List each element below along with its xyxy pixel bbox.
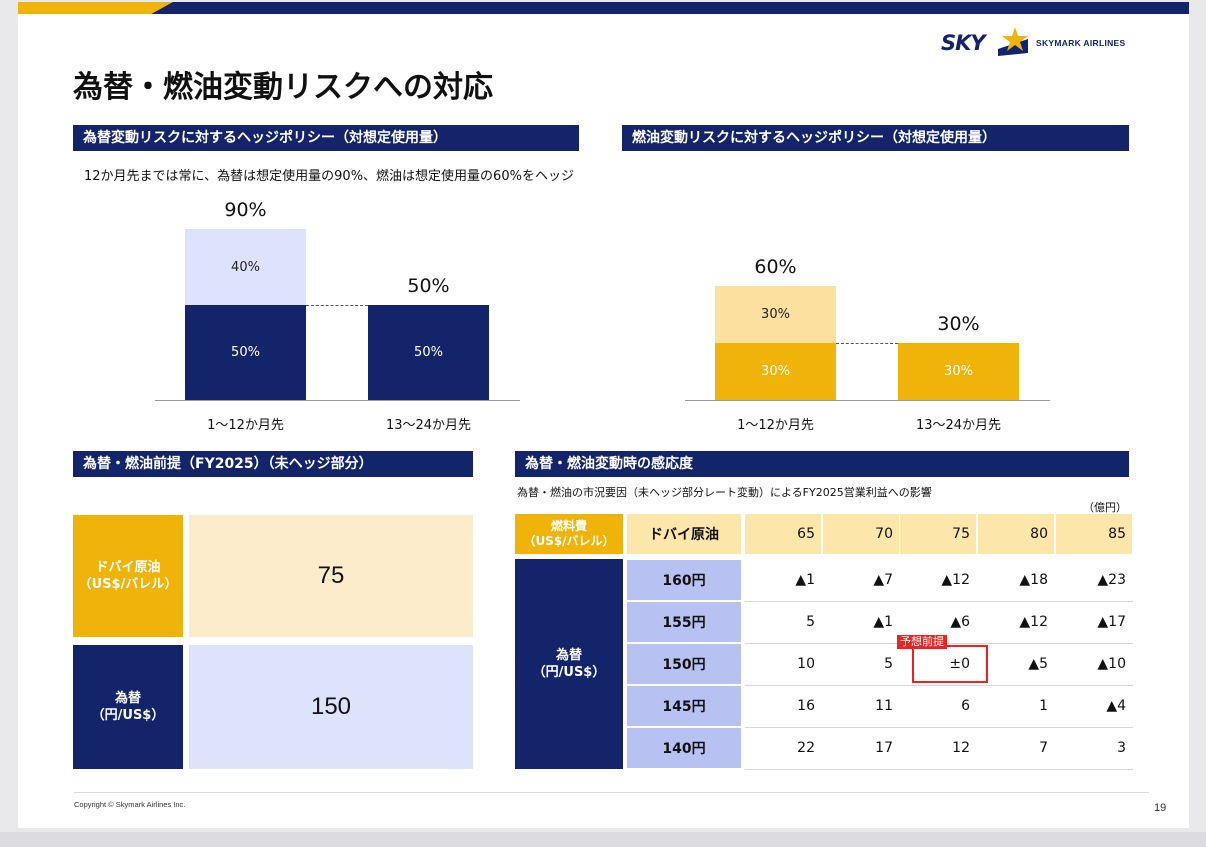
sensitivity-cell: ▲7 — [873, 572, 893, 588]
bar-total-label: 30% — [937, 313, 980, 335]
sensitivity-cell: ▲1 — [873, 614, 893, 630]
bar-segment: 40% — [185, 229, 306, 305]
bar-total-label: 60% — [754, 256, 797, 278]
sensitivity-cell: ▲23 — [1097, 572, 1126, 588]
sensitivity-cell: ±0 — [949, 656, 970, 672]
bar-connector — [306, 305, 368, 306]
fx-rate-row-header: 155円 — [627, 602, 741, 642]
table-row-divider — [745, 769, 1133, 770]
premise-oil-label-line2: （US$/バレル） — [78, 577, 178, 592]
bar-segment: 30% — [715, 343, 836, 400]
x-tick-label: 1〜12か月先 — [737, 418, 814, 433]
sensitivity-cell: 16 — [797, 698, 815, 714]
x-tick-label: 13〜24か月先 — [385, 418, 472, 433]
premise-oil-label-line1: ドバイ原油 — [95, 560, 161, 575]
chart-baseline — [155, 400, 520, 401]
sensitivity-heading: 為替・燃油変動時の感応度 — [515, 451, 1129, 477]
fx-rate-row-header: 145円 — [627, 686, 741, 726]
bar-segment: 50% — [368, 305, 489, 400]
premise-highlight-box — [912, 645, 988, 683]
window-bottom-strip — [0, 832, 1206, 847]
fuel-cost-label-line2: （US$/バレル） — [523, 534, 615, 548]
footer-divider — [74, 792, 1149, 793]
fx-hedge-heading: 為替変動リスクに対するヘッジポリシー（対想定使用量） — [73, 125, 579, 151]
sensitivity-note: 為替・燃油の市況要因（未ヘッジ部分レート変動）によるFY2025営業利益への影響 — [517, 486, 932, 499]
bar-segment: 50% — [185, 305, 306, 400]
sensitivity-cell: 7 — [1039, 740, 1048, 756]
oil-price-column-header: 85 — [1056, 514, 1132, 554]
sensitivity-cell: ▲12 — [1019, 614, 1048, 630]
sensitivity-cell: 5 — [884, 656, 893, 672]
sensitivity-cell: 1 — [1039, 698, 1048, 714]
table-row-divider — [745, 601, 1133, 602]
premise-tag: 予想前提 — [897, 635, 947, 649]
fx-rate-row-header: 140円 — [627, 728, 741, 768]
sensitivity-cell: 3 — [1117, 740, 1126, 756]
premise-oil-value: 75 — [317, 562, 345, 589]
premise-heading: 為替・燃油前提（FY2025）（未ヘッジ部分） — [73, 451, 473, 477]
page-title: 為替・燃油変動リスクへの対応 — [73, 70, 493, 105]
fuel-cost-label-line1: 燃料費 — [550, 519, 587, 533]
table-row-divider — [745, 685, 1133, 686]
sensitivity-cell: 6 — [961, 698, 970, 714]
bar-segment: 30% — [898, 343, 1019, 400]
sensitivity-cell: ▲5 — [1028, 656, 1048, 672]
premise-fx-label: 為替 （円/US$） — [73, 645, 183, 769]
oil-price-header: ドバイ原油 — [627, 514, 741, 554]
premise-fx-value-box: 150 — [189, 645, 473, 769]
oil-price-column-header: 80 — [978, 514, 1054, 554]
slide: SKY SKYMARK AIRLINES 為替・燃油変動リスクへの対応 為替変動… — [18, 2, 1189, 828]
bar-connector — [836, 343, 898, 344]
logo-airline-name: SKYMARK AIRLINES — [1036, 38, 1126, 48]
sensitivity-cell: 5 — [806, 614, 815, 630]
oil-price-column-header: 65 — [745, 514, 821, 554]
fuel-hedge-heading: 燃油変動リスクに対するヘッジポリシー（対想定使用量） — [622, 125, 1129, 151]
premise-fx-label-line1: 為替 — [114, 691, 141, 706]
chart-baseline — [685, 400, 1050, 401]
copyright: Copyright © Skymark Airlines Inc. — [74, 800, 186, 809]
oil-price-column-header: 75 — [900, 514, 976, 554]
oil-price-column-header: 70 — [823, 514, 899, 554]
premise-oil-label: ドバイ原油 （US$/バレル） — [73, 515, 183, 637]
bar-segment: 30% — [715, 286, 836, 343]
sensitivity-cell: ▲4 — [1106, 698, 1126, 714]
table-row-divider — [745, 727, 1133, 728]
x-tick-label: 1〜12か月先 — [207, 418, 284, 433]
sensitivity-cell: 17 — [875, 740, 893, 756]
fx-rate-label-line1: 為替 — [555, 648, 582, 663]
fx-rate-label-line2: （円/US$） — [532, 665, 606, 680]
hedge-policy-note: 12か月先までは常に、為替は想定使用量の90%、燃油は想定使用量の60%をヘッジ — [84, 169, 574, 184]
sensitivity-cell: 10 — [797, 656, 815, 672]
premise-fx-value: 150 — [310, 693, 352, 720]
premise-oil-value-box: 75 — [189, 515, 473, 637]
star-icon — [998, 27, 1028, 56]
sensitivity-cell: 12 — [952, 740, 970, 756]
bar-total-label: 50% — [407, 275, 450, 297]
fx-rate-row-header: 150円 — [627, 644, 741, 684]
bar-total-label: 90% — [224, 199, 267, 221]
sensitivity-cell: ▲17 — [1097, 614, 1126, 630]
skymark-logo: SKY SKYMARK AIRLINES — [941, 27, 1161, 59]
sensitivity-cell: 22 — [797, 740, 815, 756]
sensitivity-cell: ▲12 — [941, 572, 970, 588]
page-number: 19 — [1154, 802, 1167, 814]
logo-sky-text: SKY — [941, 31, 986, 55]
sensitivity-cell: ▲1 — [795, 572, 815, 588]
fx-rate-row-header: 160円 — [627, 560, 741, 600]
fx-rate-label: 為替 （円/US$） — [515, 559, 623, 769]
fuel-cost-label: 燃料費 （US$/バレル） — [515, 514, 623, 554]
sensitivity-cell: 11 — [875, 698, 893, 714]
x-tick-label: 13〜24か月先 — [915, 418, 1002, 433]
top-bar — [18, 2, 1189, 14]
sensitivity-cell: ▲10 — [1097, 656, 1126, 672]
sensitivity-cell: ▲6 — [950, 614, 970, 630]
sensitivity-unit: （億円） — [1083, 501, 1127, 514]
premise-fx-label-line2: （円/US$） — [91, 708, 165, 723]
sensitivity-cell: ▲18 — [1019, 572, 1048, 588]
top-bar-accent — [18, 2, 173, 14]
